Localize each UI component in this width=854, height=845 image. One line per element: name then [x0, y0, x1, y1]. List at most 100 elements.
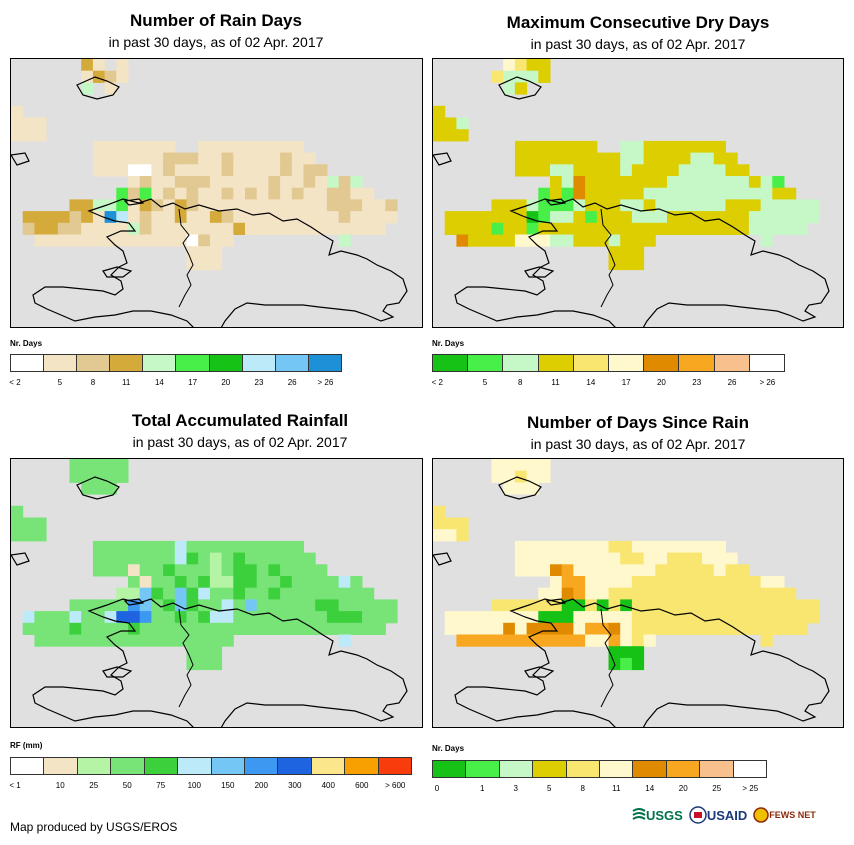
grid-cell [585, 564, 598, 577]
grid-cell [737, 164, 750, 177]
grid-cell [456, 611, 469, 624]
grid-cell [772, 611, 785, 624]
grid-cell [198, 540, 211, 554]
grid-cell [92, 599, 106, 612]
grid-cell [795, 211, 808, 224]
grid-cell [748, 587, 762, 600]
grid-cell [503, 234, 516, 247]
grid-cell [702, 199, 715, 212]
grid-cell [772, 599, 785, 612]
grid-cell [22, 117, 35, 130]
grid-cell [163, 222, 176, 235]
grid-cell [11, 117, 24, 130]
grid-cell [608, 199, 621, 212]
grid-cell [725, 211, 738, 224]
grid-cell [81, 70, 94, 83]
grid-cell [268, 611, 281, 624]
grid-cell [209, 622, 223, 635]
grid-cell [643, 599, 656, 612]
legend-swatch [77, 355, 111, 371]
grid-cell [256, 564, 269, 577]
grid-cell [491, 70, 504, 83]
grid-cell [631, 576, 645, 589]
grid-cell [725, 222, 738, 235]
grid-cell [690, 176, 703, 189]
grid-cell [702, 176, 715, 189]
grid-cell [772, 176, 785, 189]
grid-cell [573, 576, 586, 589]
legend-tick-label: > 600 [385, 781, 406, 790]
panel-1-title: Number of Rain Days [130, 11, 302, 30]
grid-cell [291, 140, 304, 154]
grid-cell [69, 634, 82, 647]
grid-cell [174, 164, 187, 177]
grid-cell [550, 611, 563, 624]
legend-swatch [209, 355, 243, 371]
grid-cell [667, 540, 680, 554]
grid-cell [209, 634, 223, 647]
grid-cell [163, 164, 176, 177]
grid-cell [315, 211, 328, 224]
grid-cell [163, 140, 176, 154]
legend-tick-label: 75 [156, 781, 166, 790]
grid-cell [725, 622, 738, 635]
grid-cell [385, 611, 398, 624]
legend-tick-label: 100 [187, 781, 201, 790]
grid-cell [526, 470, 539, 483]
grid-cell [456, 211, 469, 224]
grid-cell [174, 634, 187, 647]
grid-cell [221, 587, 234, 600]
grid-cell [350, 576, 363, 589]
grid-cell [92, 59, 106, 72]
grid-cell [209, 540, 223, 554]
panel-4-map [432, 458, 844, 728]
grid-cell [760, 199, 773, 212]
grid-cell [350, 611, 363, 624]
grid-cell [760, 234, 773, 247]
grid-cell [245, 552, 258, 565]
grid-cell [92, 540, 106, 554]
legend-tick-label: 25 [89, 781, 99, 790]
legend-tick-label: 150 [221, 781, 235, 790]
grid-cell [221, 140, 234, 154]
grid-cell [737, 211, 750, 224]
grid-cell [456, 634, 469, 647]
grid-cell [643, 634, 656, 647]
grid-cell [104, 82, 117, 95]
grid-cell [174, 622, 187, 635]
grid-cell [57, 611, 70, 624]
grid-cell [280, 140, 293, 154]
legend-tick-label: 8 [580, 784, 585, 793]
island-coastline [498, 476, 542, 500]
grid-cell [725, 152, 738, 165]
grid-cell [491, 611, 504, 624]
usgs-mark-icon [632, 808, 646, 820]
grid-cell [139, 211, 152, 224]
grid-cell [678, 576, 691, 589]
grid-cell [350, 599, 363, 612]
grid-cell [620, 657, 633, 671]
grid-cell [538, 599, 551, 612]
grid-cell [643, 540, 656, 554]
grid-cell [116, 164, 129, 177]
grid-cell [620, 576, 633, 589]
grid-cell [667, 611, 680, 624]
grid-cell [174, 552, 187, 565]
legend-swatch [278, 758, 312, 774]
grid-cell [550, 576, 563, 589]
grid-cell [444, 211, 457, 224]
legend-swatch [244, 758, 279, 774]
grid-cell [221, 634, 234, 647]
grid-cell [139, 152, 152, 165]
grid-cell [784, 187, 797, 200]
grid-cell [338, 222, 351, 235]
grid-cell [198, 611, 211, 624]
grid-cell [573, 552, 586, 565]
grid-cell [702, 622, 715, 635]
grid-cell [479, 211, 492, 224]
legend-tick-label: 200 [254, 781, 268, 790]
grid-cell [186, 646, 199, 659]
legend-tick-label: 23 [692, 378, 702, 387]
grid-cell [186, 540, 199, 554]
grid-cell [620, 187, 633, 200]
